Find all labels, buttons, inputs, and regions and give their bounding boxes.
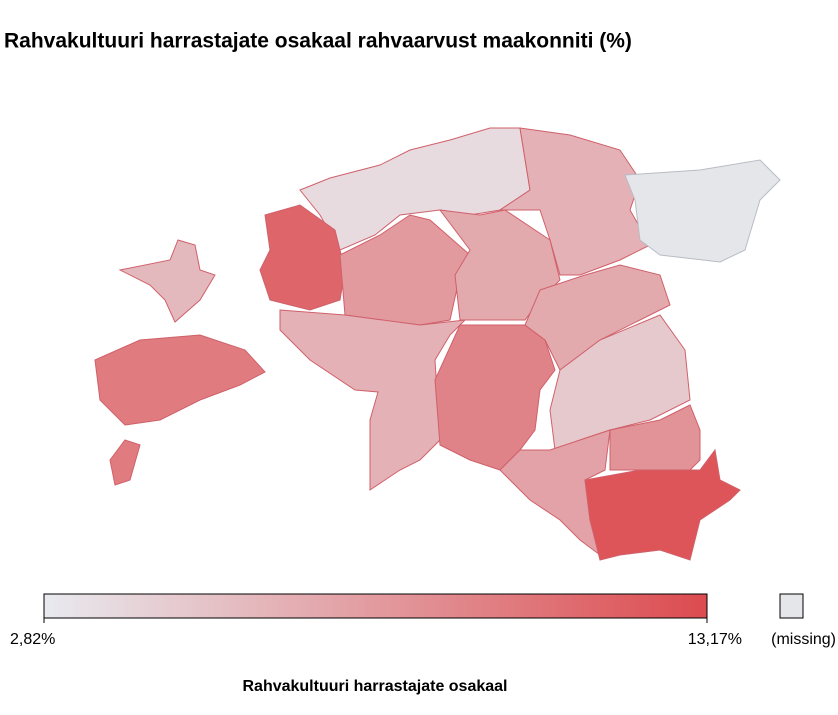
- colorbar-max-label: 13,17%: [688, 631, 742, 648]
- colorbar: [43, 593, 708, 619]
- county: [549, 314, 691, 451]
- missing-swatch: [779, 593, 804, 619]
- legend-title: Rahvakultuuri harrastajate osakaal: [242, 678, 507, 695]
- regions: [94, 127, 781, 561]
- county: [609, 404, 701, 471]
- colorbar-min-label: 2,82%: [10, 631, 55, 648]
- county: [624, 159, 781, 263]
- county: [434, 324, 556, 471]
- county: [279, 309, 467, 491]
- missing-label: (missing): [771, 631, 836, 648]
- county: [118, 239, 216, 323]
- county: [94, 334, 266, 486]
- county: [524, 264, 671, 371]
- county: [584, 448, 741, 561]
- chart-title: Rahvakultuuri harrastajate osakaal rahva…: [4, 30, 632, 53]
- county: [259, 204, 346, 311]
- county: [498, 127, 651, 276]
